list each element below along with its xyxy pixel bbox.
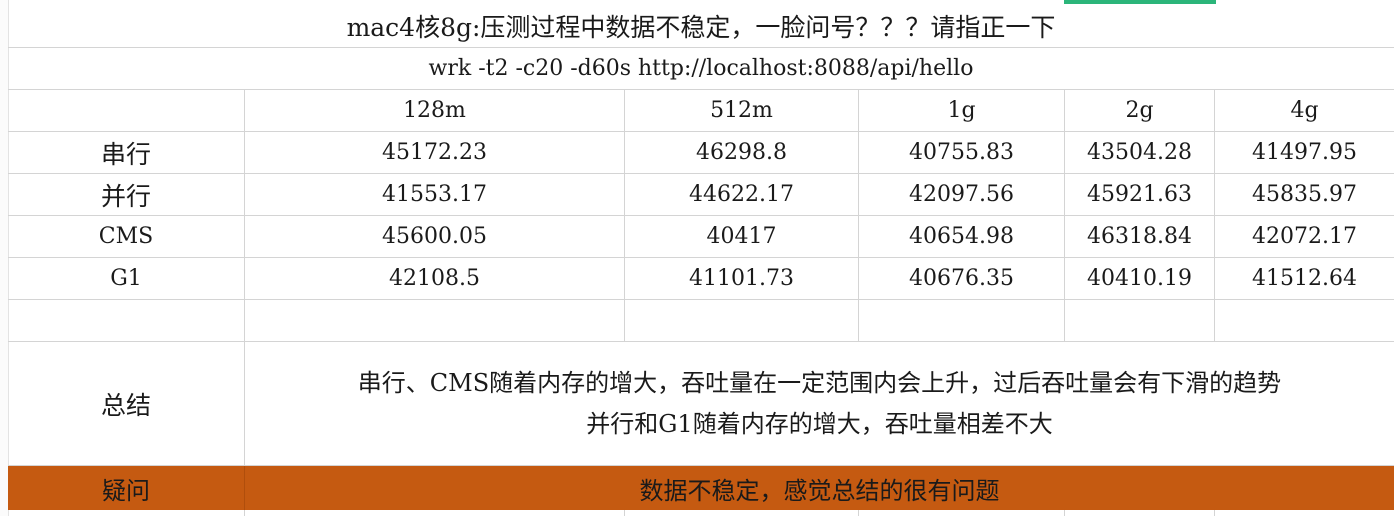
summary-cell[interactable]: 串行、CMS随着内存的增大，吞吐量在一定范围内会上升，过后吞吐量会有下滑的趋势 … bbox=[245, 342, 1394, 465]
question-label[interactable]: 疑问 bbox=[8, 466, 245, 510]
empty-cell[interactable] bbox=[625, 300, 859, 341]
empty-cell[interactable] bbox=[8, 510, 245, 516]
row-label[interactable]: 并行 bbox=[8, 174, 245, 215]
header-row: 128m 512m 1g 2g 4g bbox=[8, 90, 1394, 132]
row-label[interactable]: CMS bbox=[8, 216, 245, 257]
question-row: 疑问 数据不稳定，感觉总结的很有问题 bbox=[8, 466, 1394, 510]
header-cell-1g[interactable]: 1g bbox=[859, 90, 1065, 131]
question-text: 数据不稳定，感觉总结的很有问题 bbox=[639, 476, 1000, 505]
empty-cell[interactable] bbox=[625, 510, 859, 516]
empty-cell[interactable] bbox=[1065, 300, 1215, 341]
command-text: wrk -t2 -c20 -d60s http://localhost:8088… bbox=[428, 56, 974, 81]
table-row: G1 42108.5 41101.73 40676.35 40410.19 41… bbox=[8, 258, 1394, 300]
data-cell[interactable]: 40755.83 bbox=[859, 132, 1065, 173]
empty-cell[interactable] bbox=[245, 300, 625, 341]
data-cell[interactable]: 41512.64 bbox=[1252, 266, 1357, 291]
partial-row bbox=[8, 510, 1394, 516]
data-cell[interactable]: 46298.8 bbox=[625, 132, 859, 173]
data-cell[interactable]: 45600.05 bbox=[245, 216, 625, 257]
empty-cell[interactable] bbox=[245, 510, 625, 516]
data-cell[interactable]: 40654.98 bbox=[859, 216, 1065, 257]
data-cell[interactable]: 42097.56 bbox=[859, 174, 1065, 215]
data-cell[interactable]: 42072.17 bbox=[1252, 224, 1357, 249]
title-cell[interactable]: mac4核8g:压测过程中数据不稳定，一脸问号？？？请指正一下 bbox=[8, 4, 1394, 47]
summary-label[interactable]: 总结 bbox=[8, 342, 245, 465]
command-cell[interactable]: wrk -t2 -c20 -d60s http://localhost:8088… bbox=[8, 48, 1394, 89]
empty-cell[interactable] bbox=[859, 510, 1065, 516]
data-cell[interactable]: 40410.19 bbox=[1065, 258, 1215, 299]
question-cell[interactable]: 数据不稳定，感觉总结的很有问题 bbox=[245, 466, 1394, 510]
data-cell[interactable]: 41101.73 bbox=[625, 258, 859, 299]
data-cell[interactable]: 40676.35 bbox=[859, 258, 1065, 299]
empty-cell[interactable] bbox=[1215, 510, 1394, 516]
table-row: CMS 45600.05 40417 40654.98 46318.84 420… bbox=[8, 216, 1394, 258]
header-cell-label[interactable] bbox=[8, 90, 245, 131]
data-cell[interactable]: 45172.23 bbox=[245, 132, 625, 173]
data-cell[interactable]: 45921.63 bbox=[1065, 174, 1215, 215]
command-row: wrk -t2 -c20 -d60s http://localhost:8088… bbox=[8, 48, 1394, 90]
row-gutter bbox=[0, 0, 9, 516]
empty-cell[interactable] bbox=[1215, 300, 1394, 341]
summary-line-2: 并行和G1随着内存的增大，吞吐量相差不大 bbox=[586, 409, 1053, 438]
data-cell[interactable]: 46318.84 bbox=[1065, 216, 1215, 257]
data-cell[interactable]: 45835.97 bbox=[1252, 182, 1357, 207]
header-cell-512m[interactable]: 512m bbox=[625, 90, 859, 131]
header-cell-128m[interactable]: 128m bbox=[245, 90, 625, 131]
spreadsheet: mac4核8g:压测过程中数据不稳定，一脸问号？？？请指正一下 wrk -t2 … bbox=[8, 0, 1394, 516]
table-row: 串行 45172.23 46298.8 40755.83 43504.28 41… bbox=[8, 132, 1394, 174]
table-row: 并行 41553.17 44622.17 42097.56 45921.63 4… bbox=[8, 174, 1394, 216]
header-cell-4g[interactable]: 4g bbox=[1290, 98, 1319, 123]
data-cell[interactable]: 42108.5 bbox=[245, 258, 625, 299]
data-cell[interactable]: 40417 bbox=[625, 216, 859, 257]
empty-cell[interactable] bbox=[8, 300, 245, 341]
empty-cell[interactable] bbox=[1065, 510, 1215, 516]
title-row: mac4核8g:压测过程中数据不稳定，一脸问号？？？请指正一下 bbox=[8, 4, 1394, 48]
active-tab-indicator bbox=[1064, 0, 1216, 4]
summary-row: 总结 串行、CMS随着内存的增大，吞吐量在一定范围内会上升，过后吞吐量会有下滑的… bbox=[8, 342, 1394, 466]
data-cell[interactable]: 41553.17 bbox=[245, 174, 625, 215]
empty-cell[interactable] bbox=[859, 300, 1065, 341]
empty-row bbox=[8, 300, 1394, 342]
sheet-title: mac4核8g:压测过程中数据不稳定，一脸问号？？？请指正一下 bbox=[346, 12, 1056, 42]
summary-line-1: 串行、CMS随着内存的增大，吞吐量在一定范围内会上升，过后吞吐量会有下滑的趋势 bbox=[357, 368, 1282, 397]
data-cell[interactable]: 43504.28 bbox=[1065, 132, 1215, 173]
header-cell-2g[interactable]: 2g bbox=[1065, 90, 1215, 131]
data-cell[interactable]: 44622.17 bbox=[625, 174, 859, 215]
row-label[interactable]: G1 bbox=[8, 258, 245, 299]
data-cell[interactable]: 41497.95 bbox=[1252, 140, 1357, 165]
row-label[interactable]: 串行 bbox=[8, 132, 245, 173]
